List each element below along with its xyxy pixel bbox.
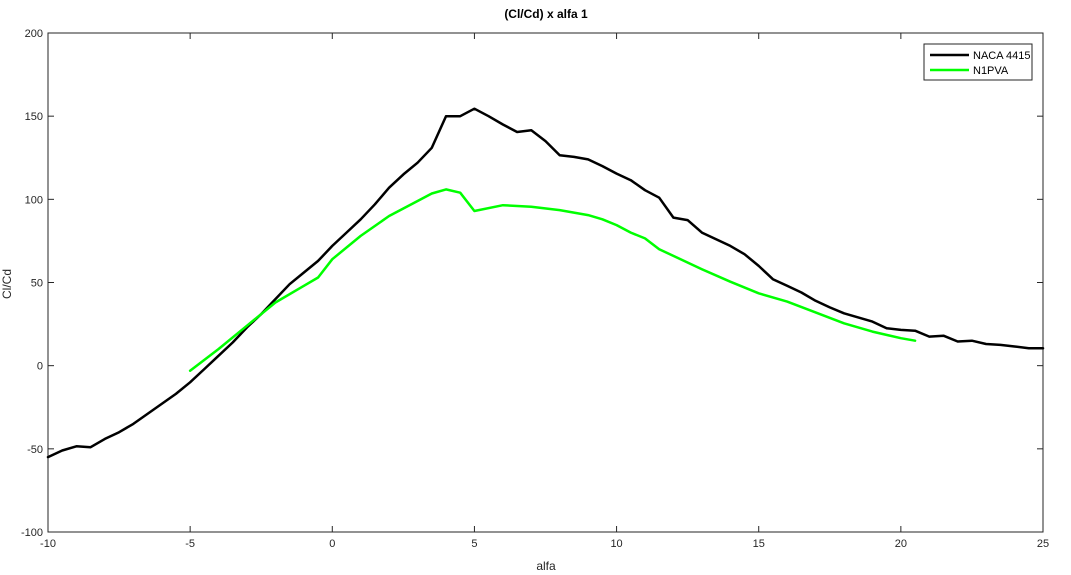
x-axis: -10 -5 0 5 10 15 20 25 <box>40 33 1049 550</box>
series-layer <box>46 107 1045 459</box>
series-line-n1pva <box>188 188 917 372</box>
x-tick-label: 10 <box>610 538 622 550</box>
legend-label: N1PVA <box>973 65 1009 77</box>
y-tick-label: -50 <box>27 444 43 456</box>
y-axis-label: Cl/Cd <box>0 269 14 299</box>
x-tick-label: -10 <box>40 538 56 550</box>
x-tick-label: 0 <box>329 538 335 550</box>
y-tick-label: 100 <box>25 194 43 206</box>
y-tick-label: -100 <box>21 527 43 539</box>
legend-label: NACA 4415 <box>973 50 1030 62</box>
y-tick-label: 200 <box>25 28 43 40</box>
x-tick-label: 15 <box>753 538 765 550</box>
plot-area <box>47 32 1044 533</box>
plot-frame <box>47 32 1044 533</box>
x-tick-label: 20 <box>895 538 907 550</box>
y-tick-label: 50 <box>31 278 43 290</box>
x-tick-label: 25 <box>1037 538 1049 550</box>
chart-title: (Cl/Cd) x alfa 1 <box>504 7 588 21</box>
x-tick-label: 5 <box>471 538 477 550</box>
legend: NACA 4415 N1PVA <box>923 43 1033 81</box>
x-axis-label: alfa <box>536 559 556 573</box>
x-tick-label: -5 <box>185 538 195 550</box>
y-tick-label: 150 <box>25 111 43 123</box>
y-tick-label: 0 <box>37 361 43 373</box>
legend-box <box>923 43 1033 81</box>
y-axis: -100 -50 0 50 100 150 200 <box>21 28 1043 539</box>
series-line-naca-4415 <box>46 107 1045 459</box>
